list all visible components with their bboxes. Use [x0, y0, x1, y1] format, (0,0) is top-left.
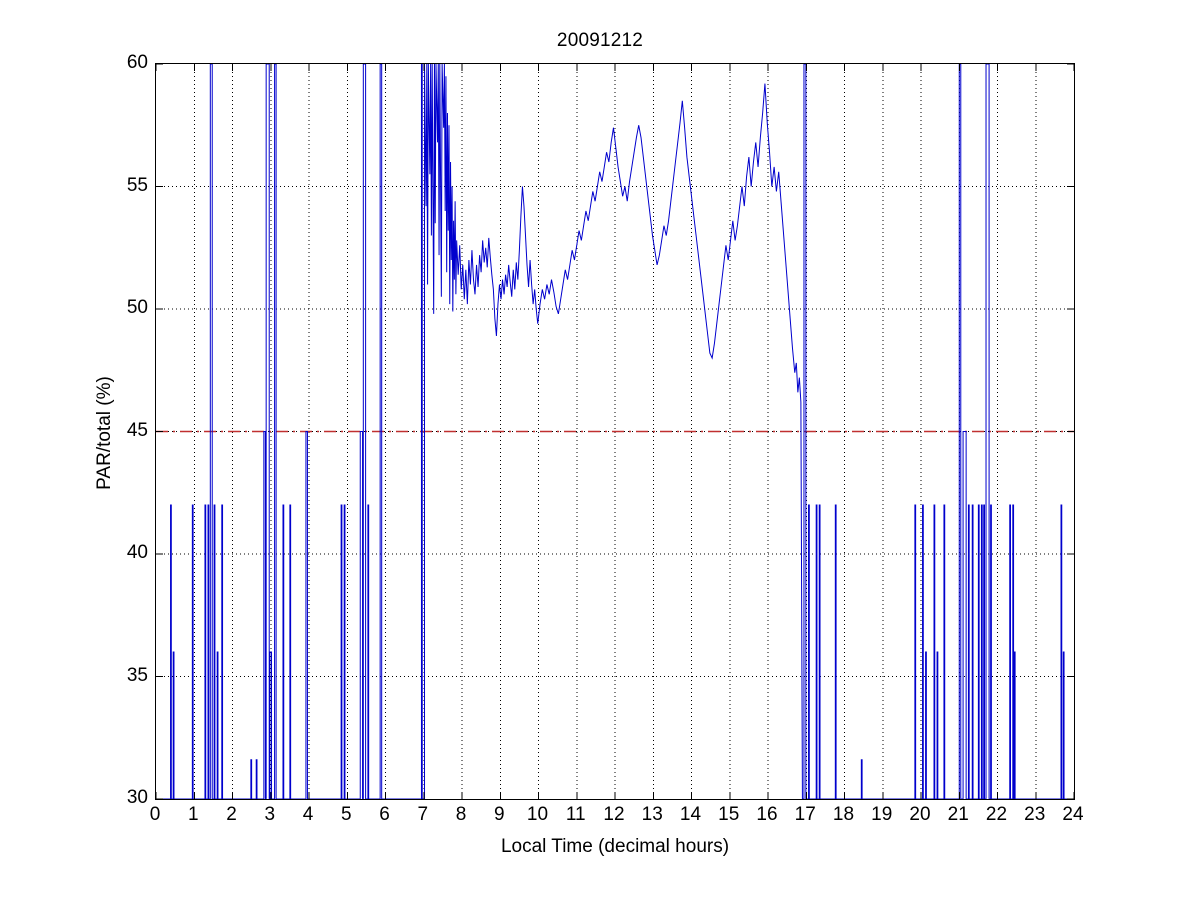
plot-area	[155, 63, 1075, 800]
x-tick-label: 3	[264, 804, 276, 825]
x-axis-tick-labels: 0 1 2 3 4 5 6 7 8 9 10 11 12 13 14 15 16 17 18 19 20 21 22 23 24	[150, 804, 1084, 834]
axis-tickmarks	[156, 64, 1074, 799]
y-tick-label: 50	[126, 297, 148, 318]
data-series-layer	[156, 64, 1074, 799]
y-tick-label: 45	[126, 419, 148, 441]
y-tick-label: 30	[126, 787, 148, 808]
x-tick-label: 8	[455, 804, 467, 825]
y-axis-tick-labels: 30 35 40 45 50 55 60	[60, 52, 148, 808]
y-tick-label: 40	[126, 542, 148, 563]
x-axis-label: Local Time (decimal hours)	[500, 836, 730, 857]
x-tick-label: 18	[832, 804, 855, 825]
x-tick-label: 9	[493, 804, 505, 825]
x-tick-label: 11	[565, 804, 586, 825]
x-tick-label: 14	[679, 804, 702, 825]
x-tick-label: 22	[985, 804, 1008, 825]
x-tick-label: 17	[794, 804, 816, 825]
page-title: 20091212	[556, 30, 644, 51]
y-axis-label: PAR/total (%)	[94, 376, 115, 490]
y-tick-label: 60	[126, 52, 148, 73]
x-tick-label: 20	[909, 804, 931, 825]
x-tick-label: 4	[302, 804, 314, 825]
x-tick-label: 1	[187, 804, 199, 825]
x-tick-label: 2	[226, 804, 237, 825]
x-tick-label: 15	[718, 804, 740, 825]
x-tick-label: 5	[340, 804, 352, 825]
x-tick-label: 16	[756, 804, 778, 825]
x-tick-label: 12	[603, 804, 625, 825]
x-tick-label: 13	[641, 804, 663, 825]
x-tick-label: 6	[379, 804, 390, 825]
x-tick-label: 24	[1062, 804, 1084, 825]
x-tick-label: 10	[526, 804, 549, 825]
x-tick-label: 21	[947, 804, 969, 825]
x-tick-label: 23	[1024, 804, 1046, 825]
y-tick-label: 55	[126, 174, 148, 196]
x-tick-label: 19	[871, 804, 893, 825]
plot-svg	[156, 64, 1074, 799]
y-tick-label: 35	[126, 664, 148, 686]
x-tick-label: 0	[149, 804, 161, 825]
x-tick-label: 7	[417, 804, 429, 825]
